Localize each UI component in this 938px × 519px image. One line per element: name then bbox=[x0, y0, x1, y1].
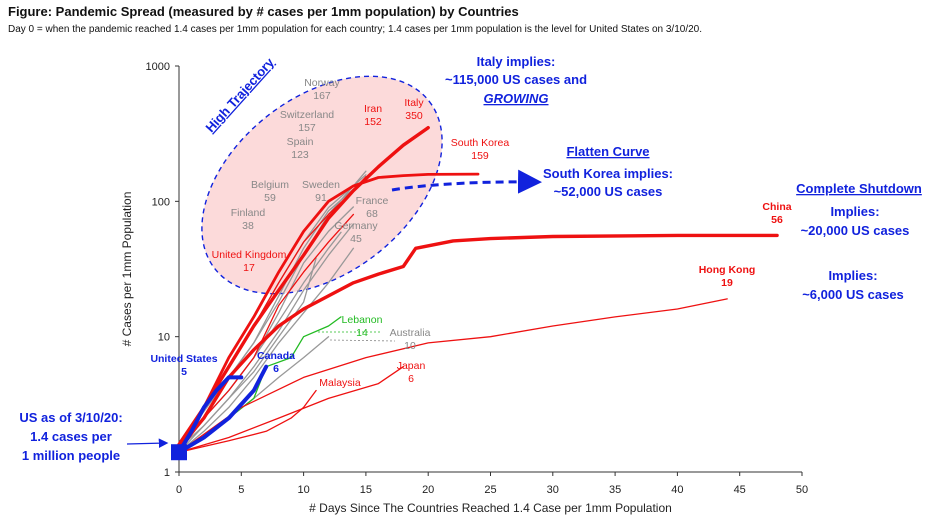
italy-implies-line-1: Italy implies: bbox=[477, 54, 556, 69]
series-label-lebanon: Lebanon bbox=[342, 314, 383, 326]
x-tick-label-10: 10 bbox=[297, 484, 309, 496]
series-label-iran: Iran bbox=[364, 103, 382, 115]
series-value-finland: 38 bbox=[242, 220, 254, 232]
series-label-canada: Canada bbox=[257, 350, 295, 362]
series-label-japan: Japan bbox=[397, 360, 426, 372]
figure-title: Figure: Pandemic Spread (measured by # c… bbox=[8, 4, 519, 19]
series-value-norway: 167 bbox=[313, 90, 331, 102]
series-label-finland: Finland bbox=[231, 207, 266, 219]
series-value-sweden: 91 bbox=[315, 192, 327, 204]
series-value-belgium: 59 bbox=[264, 192, 276, 204]
series-label-belgium: Belgium bbox=[251, 179, 289, 191]
flatten-curve-label: Flatten Curve bbox=[566, 144, 649, 159]
y-axis-title: # Cases per 1mm Population bbox=[120, 192, 134, 347]
series-value-spain: 123 bbox=[291, 149, 309, 161]
series-value-italy: 350 bbox=[405, 110, 423, 122]
x-tick-label-20: 20 bbox=[422, 484, 434, 496]
us-start-marker bbox=[171, 444, 187, 461]
series-line-south-korea bbox=[177, 172, 480, 450]
series-value-united-kingdom: 17 bbox=[243, 262, 255, 274]
hong-kong-implies-line-2: ~6,000 US cases bbox=[802, 287, 904, 302]
series-value-japan: 6 bbox=[408, 373, 414, 385]
series-label-south-korea: South Korea bbox=[451, 137, 510, 149]
series-line-hong-kong bbox=[178, 298, 728, 453]
series-label-norway: Norway bbox=[304, 77, 340, 89]
x-tick-label-5: 5 bbox=[238, 484, 244, 496]
us-as-of-line-3: 1 million people bbox=[22, 448, 120, 463]
italy-implies-line-2: ~115,000 US cases and bbox=[445, 72, 587, 87]
series-value-united-states: 5 bbox=[181, 366, 187, 378]
series-value-france: 68 bbox=[366, 208, 378, 220]
series-label-australia: Australia bbox=[390, 327, 431, 339]
series-label-france: France bbox=[356, 195, 389, 207]
series-line-united-states bbox=[177, 375, 244, 455]
series-line-norway bbox=[178, 170, 367, 446]
x-tick-label-15: 15 bbox=[360, 484, 372, 496]
y-tick-label-10: 10 bbox=[158, 332, 170, 344]
series-line-finland bbox=[178, 257, 317, 453]
y-tick-label-1000: 1000 bbox=[146, 61, 170, 73]
series-value-south-korea: 159 bbox=[471, 150, 489, 162]
x-tick-label-25: 25 bbox=[484, 484, 496, 496]
x-tick-label-40: 40 bbox=[671, 484, 683, 496]
series-line-canada bbox=[177, 364, 269, 455]
series-line-japan bbox=[178, 366, 404, 453]
series-label-spain: Spain bbox=[287, 136, 314, 148]
us-start-arrow bbox=[126, 438, 169, 448]
series-value-lebanon: 14 bbox=[356, 327, 368, 339]
x-tick-label-50: 50 bbox=[796, 484, 808, 496]
x-tick-label-45: 45 bbox=[734, 484, 746, 496]
series-value-iran: 152 bbox=[364, 116, 382, 128]
south-korea-implies-line-1: South Korea implies: bbox=[543, 166, 673, 181]
y-tick-label-100: 100 bbox=[152, 196, 170, 208]
italy-implies-line-3: GROWING bbox=[484, 91, 549, 106]
series-label-switzerland: Switzerland bbox=[280, 109, 334, 121]
y-tick-label-1: 1 bbox=[164, 467, 170, 479]
x-tick-label-30: 30 bbox=[547, 484, 559, 496]
series-label-hong-kong: Hong Kong bbox=[699, 264, 756, 276]
series-line-china bbox=[177, 233, 779, 450]
australia-leader-line bbox=[329, 339, 396, 342]
high-trajectory-ellipse bbox=[201, 75, 443, 295]
south-korea-arrow bbox=[391, 169, 542, 194]
series-value-hong-kong: 19 bbox=[721, 277, 733, 289]
south-korea-implies-line-2: ~52,000 US cases bbox=[554, 184, 663, 199]
series-label-italy: Italy bbox=[404, 97, 424, 109]
us-as-of-line-1: US as of 3/10/20: bbox=[19, 410, 122, 425]
hong-kong-implies-line-1: Implies: bbox=[828, 268, 877, 283]
series-label-united-kingdom: United Kingdom bbox=[212, 249, 287, 261]
china-implies-line-1: Implies: bbox=[830, 204, 879, 219]
series-label-united-states: United States bbox=[150, 353, 217, 365]
series-label-china: China bbox=[762, 201, 791, 213]
x-axis-title: # Days Since The Countries Reached 1.4 C… bbox=[309, 501, 672, 515]
series-value-canada: 6 bbox=[273, 363, 279, 375]
series-line-malaysia bbox=[178, 389, 317, 453]
x-tick-label-35: 35 bbox=[609, 484, 621, 496]
series-line-germany bbox=[178, 247, 355, 453]
series-value-australia: 10 bbox=[404, 340, 416, 352]
figure-subtitle: Day 0 = when the pandemic reached 1.4 ca… bbox=[8, 24, 703, 35]
x-tick-label-0: 0 bbox=[176, 484, 182, 496]
series-value-switzerland: 157 bbox=[298, 122, 316, 134]
series-label-malaysia: Malaysia bbox=[319, 377, 361, 389]
us-as-of-line-2: 1.4 cases per bbox=[30, 429, 112, 444]
china-implies-line-2: ~20,000 US cases bbox=[801, 223, 910, 238]
complete-shutdown-label: Complete Shutdown bbox=[796, 181, 922, 196]
series-label-sweden: Sweden bbox=[302, 179, 340, 191]
series-label-germany: Germany bbox=[334, 220, 378, 232]
series-value-germany: 45 bbox=[350, 233, 362, 245]
series-value-china: 56 bbox=[771, 214, 783, 226]
